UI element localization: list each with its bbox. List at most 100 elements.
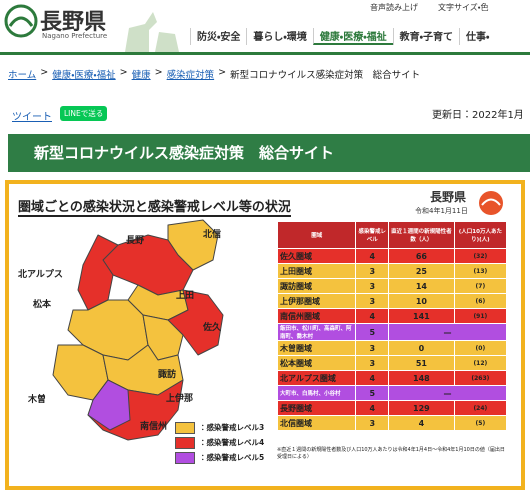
crumb-link[interactable]: ホーム [8, 70, 37, 81]
tweet-button[interactable]: ツイート [12, 112, 52, 123]
legend-item: ：感染警戒レベル5 [175, 450, 264, 465]
count-cell: 0 [388, 340, 455, 356]
legend-label: ：感染警戒レベル5 [199, 453, 265, 462]
crumb-link[interactable]: 感染症対策 [166, 70, 215, 81]
rate-cell: (6) [453, 293, 508, 309]
rate-cell: (0) [453, 340, 508, 356]
rate-cell: (7) [453, 278, 508, 294]
crumb-current: 新型コロナウイルス感染症対策 総合サイト [230, 70, 421, 81]
level-cell: 4 [355, 308, 390, 324]
legend-swatch [175, 421, 195, 434]
map-label: 佐久 [202, 321, 222, 333]
figure-title: 圏域ごとの感染状況と感染警戒レベル等の状況 [18, 196, 291, 217]
table-row: 北信圏域 3 4 (5) [276, 415, 508, 431]
rate-cell: (32) [453, 248, 508, 264]
table-row: 松本圏域 3 51 (12) [276, 355, 508, 371]
crumb-sep: > [218, 67, 227, 78]
table-row: 木曽圏域 3 0 (0) [276, 340, 508, 356]
area-cell: 上田圏域 [276, 263, 357, 279]
rate-cell: (263) [453, 370, 508, 386]
table-row: 上伊那圏域 3 10 (6) [276, 293, 508, 309]
status-table: 圏域 感染警戒レベル 直近１週間の新規陽性者数（人） (人口10万人あたり)(人) 佐久… [276, 221, 508, 431]
breadcrumb: ホーム > 健康・医療・福祉 > 健康 > 感染症対策 > 新型コロナウイルス感染症対策… [8, 67, 420, 81]
header-rule [0, 52, 530, 55]
region [87, 379, 131, 431]
line-button[interactable]: LINEで送る [60, 106, 108, 121]
table-row: 上田圏域 3 25 (13) [276, 263, 508, 279]
rate-cell: (24) [453, 400, 508, 416]
header-cell: 圏域 [276, 221, 357, 249]
table-row: 長野圏域 4 129 (24) [276, 400, 508, 416]
crumb-sep: > [119, 67, 128, 78]
rate-cell: (13) [453, 263, 508, 279]
legend-label: ：感染警戒レベル4 [199, 438, 265, 447]
table-row: 南信州圏域 4 141 (91) [276, 308, 508, 324]
legend-label: ：感染警戒レベル3 [199, 423, 265, 432]
page-title: 新型コロナウイルス感染症対策 総合サイト [8, 134, 530, 172]
count-cell: — [388, 385, 507, 401]
count-cell: 66 [388, 248, 455, 264]
level-cell: 5 [355, 323, 390, 341]
area-cell: 諏訪圏域 [276, 278, 357, 294]
area-cell: 木曽圏域 [276, 340, 357, 356]
area-cell: 長野圏域 [276, 400, 357, 416]
map-label: 長野 [126, 235, 144, 246]
legend: ：感染警戒レベル3 ：感染警戒レベル4 ：感染警戒レベル5 [175, 420, 264, 465]
logo-sub: Nagano Prefecture [42, 32, 108, 40]
figure-note: ※直近１週間の新規陽性者数及び人口10万人あたりは令和4年1月4日～令和4年1月… [277, 447, 505, 460]
area-cell: 南信州圏域 [276, 308, 357, 324]
count-cell: 25 [388, 263, 455, 279]
logo[interactable]: 長野県 [40, 9, 107, 35]
nav-item[interactable]: 教育・子育て [392, 28, 459, 45]
nav-item[interactable]: 暮らし・環境 [246, 28, 312, 45]
tool-link[interactable]: 音声読み上げ [370, 3, 418, 12]
legend-swatch [175, 436, 195, 449]
count-cell: 129 [388, 400, 455, 416]
figure-date: 令和4年1月11日 [415, 207, 468, 215]
map-label: 北アルプス [18, 268, 63, 280]
level-cell: 3 [355, 278, 390, 294]
header-cell: 感染警戒レベル [355, 221, 390, 249]
figure-brand: 長野県 [430, 190, 467, 204]
header-cell: (人口10万人あたり)(人) [453, 221, 508, 249]
level-cell: 5 [355, 385, 390, 401]
crumb-link[interactable]: 健康・医療・福祉 [52, 70, 116, 81]
level-cell: 3 [355, 355, 390, 371]
count-cell: 10 [388, 293, 455, 309]
rate-cell: (5) [453, 415, 508, 431]
tools: 音声読み上げ 文字サイズ・色 [370, 2, 488, 13]
area-cell: 北アルプス圏域 [276, 370, 357, 386]
nav-item[interactable]: 健康・医療・福祉 [312, 28, 393, 45]
table-row: 諏訪圏域 3 14 (7) [276, 278, 508, 294]
level-cell: 4 [355, 400, 390, 416]
region [167, 289, 224, 356]
count-cell: 148 [388, 370, 455, 386]
legend-item: ：感染警戒レベル3 [175, 420, 264, 435]
map-label: 諏訪 [158, 368, 176, 380]
area-cell: 飯田市、松川町、高森町、阿南町、喬木村 [276, 323, 357, 341]
tool-link[interactable]: 文字サイズ・色 [438, 3, 489, 12]
legend-swatch [175, 451, 195, 464]
level-cell: 4 [355, 370, 390, 386]
nav-item[interactable]: 仕事・ [459, 28, 495, 45]
level-cell: 3 [355, 293, 390, 309]
crumb-link[interactable]: 健康 [131, 70, 151, 81]
crumb-sep: > [154, 67, 163, 78]
nav-item[interactable]: 防災・安全 [190, 28, 246, 45]
header-row: 圏域 感染警戒レベル 直近１週間の新規陽性者数（人） (人口10万人あたり)(人) [276, 221, 508, 249]
level-cell: 3 [355, 340, 390, 356]
header-cell: 直近１週間の新規陽性者数（人） [388, 221, 455, 249]
map-label: 北信 [203, 228, 221, 240]
map-label: 松本 [33, 298, 52, 310]
level-cell: 4 [355, 248, 390, 264]
table-row: 佐久圏域 4 66 (32) [276, 248, 508, 264]
rate-cell: (91) [453, 308, 508, 324]
area-cell: 佐久圏域 [276, 248, 357, 264]
count-cell: 51 [388, 355, 455, 371]
map-label: 上伊那 [166, 392, 193, 404]
table-row: 飯田市、松川町、高森町、阿南町、喬木村 5— [276, 323, 507, 341]
level-cell: 3 [355, 415, 390, 431]
area-cell: 上伊那圏域 [276, 293, 357, 309]
rate-cell: (12) [453, 355, 508, 371]
